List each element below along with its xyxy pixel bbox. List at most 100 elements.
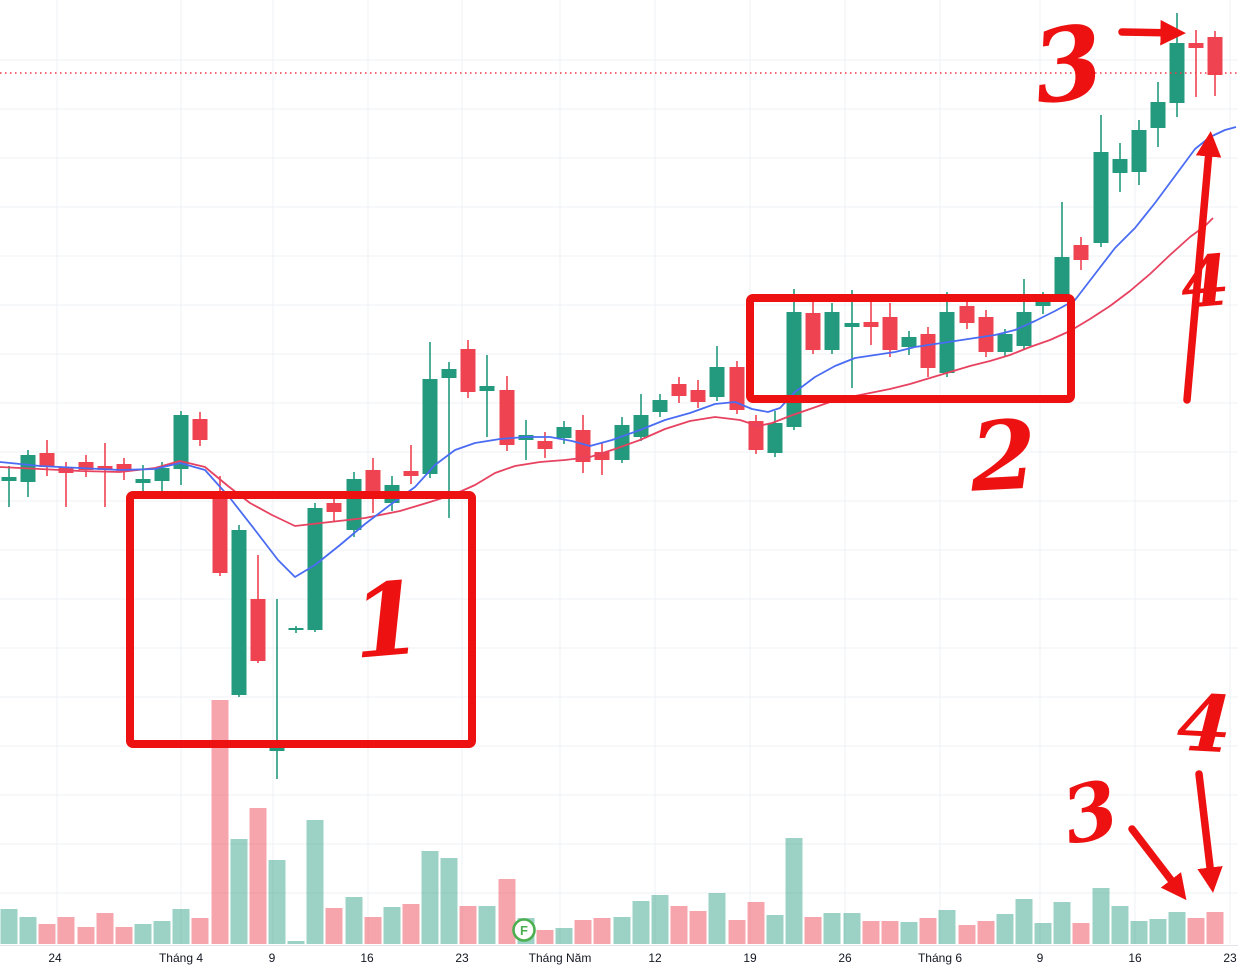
event-marker-circle[interactable]	[512, 918, 536, 942]
annotation-number[interactable]: 2	[966, 399, 1039, 513]
event-marker-f[interactable]: F	[512, 918, 536, 942]
annotation-boxes	[126, 294, 1075, 748]
candle	[997, 329, 1013, 356]
x-axis-label: 16	[360, 951, 374, 965]
candle	[978, 310, 994, 357]
candle	[671, 377, 687, 403]
x-axis-label: Tháng Năm	[529, 951, 592, 965]
candle-body	[786, 312, 802, 427]
candle-body	[307, 508, 323, 630]
candle	[767, 411, 783, 457]
volume-bar	[1111, 906, 1129, 944]
candle-body	[460, 349, 476, 392]
volume-bar	[211, 700, 229, 944]
candle-body	[269, 746, 285, 751]
candle-body	[920, 334, 936, 368]
x-axis-label: 23	[1223, 951, 1237, 965]
candle	[460, 340, 476, 398]
volume-bar	[728, 920, 746, 944]
candle-body	[250, 599, 266, 661]
volume-bar	[478, 906, 496, 944]
candle-body	[863, 322, 879, 327]
volume-bar	[977, 921, 995, 944]
volume-bar	[134, 924, 152, 944]
volume-bar	[77, 927, 95, 944]
candle	[805, 302, 821, 354]
annotation-arrow[interactable]	[1118, 19, 1186, 46]
candle-body	[537, 441, 553, 449]
time-axis[interactable]: 24 Tháng 4 9 16 23 Tháng Năm 12 19 26 Tháng 6 9 16 2…	[0, 945, 1238, 966]
volume-bar	[364, 917, 382, 944]
candle-series	[1, 13, 1223, 779]
candle	[1, 466, 17, 507]
candle	[690, 380, 706, 408]
annotation-arrow[interactable]	[1128, 825, 1187, 901]
candle-body	[1016, 312, 1032, 346]
candle	[920, 327, 936, 377]
candle	[1112, 143, 1128, 192]
volume-bar	[1149, 919, 1167, 944]
annotation-box[interactable]	[126, 491, 476, 748]
volume-bar	[459, 906, 477, 944]
candle	[346, 472, 362, 537]
annotation-arrow[interactable]	[1195, 770, 1223, 893]
volume-bar	[1034, 923, 1052, 944]
candle-body	[824, 312, 840, 350]
candle	[479, 355, 495, 437]
candle-body	[709, 367, 725, 397]
candle-body	[671, 384, 687, 396]
x-axis-label: 19	[743, 951, 757, 965]
candle	[709, 346, 725, 401]
candle-body	[1035, 302, 1051, 306]
ma-slow-line	[0, 217, 1214, 527]
x-axis-label: Tháng 6	[918, 951, 962, 965]
volume-bar	[0, 909, 18, 944]
candle	[863, 301, 879, 345]
volume-bar	[555, 928, 573, 944]
candle-body	[575, 430, 591, 462]
candle-body	[346, 479, 362, 530]
candle-body	[192, 419, 208, 440]
candle-body	[901, 337, 917, 347]
annotation-number[interactable]: 4	[1175, 678, 1234, 772]
candle-body	[1, 477, 17, 481]
volume-bar	[919, 918, 937, 944]
volume-bar	[191, 918, 209, 944]
volume-bar	[1206, 912, 1224, 944]
candle	[422, 342, 438, 478]
volume-bar	[804, 917, 822, 944]
candle	[1207, 31, 1223, 96]
volume-bar	[1072, 923, 1090, 944]
candle-body	[729, 367, 745, 410]
annotation-number[interactable]: 3	[1025, 1, 1110, 128]
volume-bar	[1168, 912, 1186, 944]
candle-body	[288, 628, 304, 630]
candle-body	[116, 464, 132, 471]
volume-bar	[249, 808, 267, 944]
annotation-box[interactable]	[746, 294, 1075, 403]
candle	[1073, 237, 1089, 270]
candle	[250, 555, 266, 663]
candle	[748, 415, 764, 454]
volume-bar	[153, 921, 171, 944]
candle-body	[1112, 159, 1128, 173]
candle-body	[690, 390, 706, 402]
candle	[1016, 279, 1032, 349]
candle	[269, 599, 285, 779]
candle	[326, 496, 342, 522]
candle-body	[173, 415, 189, 469]
candle	[231, 525, 247, 697]
candle-body	[479, 386, 495, 391]
volume-bar	[1053, 902, 1071, 944]
annotation-number[interactable]: 4	[1177, 238, 1233, 325]
candle	[1188, 30, 1204, 97]
volume-bar	[38, 924, 56, 944]
annotation-number[interactable]: 1	[347, 558, 427, 682]
volume-bar	[708, 893, 726, 944]
annotation-arrow[interactable]	[1183, 131, 1222, 404]
volume-bar	[498, 879, 516, 944]
candle-body	[594, 452, 610, 460]
